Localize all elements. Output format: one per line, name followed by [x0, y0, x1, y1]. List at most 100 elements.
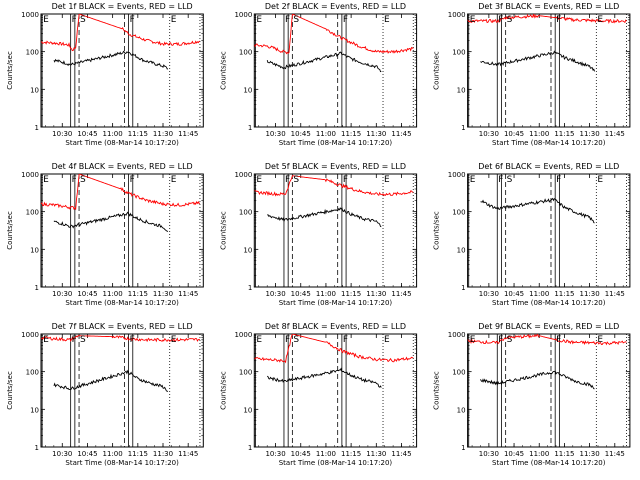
x-tick-label: 11:15: [554, 290, 574, 298]
y-tick-label: 1000: [448, 11, 466, 19]
y-tick-label: 100: [239, 49, 252, 57]
time-marker-label: S: [293, 15, 299, 25]
plot-area: [254, 14, 414, 127]
y-tick-label: 10: [30, 406, 39, 414]
x-tick-label: 10:30: [265, 290, 285, 298]
lld-rate-line: [254, 14, 414, 55]
x-tick-label: 10:30: [265, 450, 285, 458]
y-tick-label: 1000: [21, 11, 39, 19]
time-marker-label: F: [130, 15, 135, 25]
event-rate-line: [53, 50, 169, 70]
y-tick-label: 10: [243, 86, 252, 94]
time-marker-label: E: [43, 15, 49, 25]
y-tick-label: 1: [461, 444, 465, 452]
event-rate-line: [266, 206, 382, 228]
y-tick-label: 100: [452, 369, 465, 377]
panel-8: Det 8f BLACK = Events, RED = LLD 1 10 100 10…: [219, 322, 418, 467]
time-marker-label: E: [384, 175, 390, 185]
y-tick-label: 10: [457, 86, 466, 94]
plot-frame: [40, 173, 204, 288]
x-tick-label: 11:30: [153, 450, 173, 458]
y-tick-label: 1: [461, 124, 465, 132]
x-tick-label: 11:30: [366, 290, 386, 298]
event-rate-line: [53, 369, 169, 392]
y-tick-label: 100: [239, 369, 252, 377]
y-tick-label: 1: [35, 444, 39, 452]
y-tick-label: 100: [26, 49, 39, 57]
panel-2: Det 2f BLACK = Events, RED = LLD 1 10 100 10…: [219, 2, 418, 147]
time-marker-label: E: [384, 335, 390, 345]
y-tick-label: 1000: [448, 331, 466, 339]
y-axis-label: Counts/sec: [219, 51, 227, 90]
y-axis-label: Counts/sec: [6, 371, 14, 410]
panel-3: Det 3f BLACK = Events, RED = LLD 1 10 100 10…: [433, 2, 631, 147]
x-tick-label: 10:30: [52, 290, 72, 298]
x-axis-label: Start Time (08-Mar-14 10:17:20): [279, 299, 393, 307]
y-tick-label: 1000: [234, 11, 252, 19]
event-rate-line: [480, 370, 595, 390]
time-marker-label: S: [293, 335, 299, 345]
panel-1: Det 1f BLACK = Events, RED = LLD 1 10 100 10…: [6, 2, 204, 147]
y-axis-label: Counts/sec: [433, 51, 441, 90]
y-axis-label: Counts/sec: [6, 51, 14, 90]
y-tick-label: 10: [243, 406, 252, 414]
x-tick-label: 11:00: [316, 450, 336, 458]
panel-title: Det 1f BLACK = Events, RED = LLD: [52, 2, 193, 11]
x-tick-label: 11:45: [605, 290, 625, 298]
plot-area: [41, 174, 201, 287]
time-marker-label: E: [171, 335, 177, 345]
x-tick-label: 11:15: [128, 290, 148, 298]
time-marker-label: F: [130, 335, 135, 345]
x-tick-label: 11:00: [529, 290, 549, 298]
time-marker-label: S: [80, 15, 86, 25]
time-marker-label: E: [470, 175, 476, 185]
y-tick-label: 1000: [21, 331, 39, 339]
time-marker-label: E: [171, 15, 177, 25]
y-tick-label: 1000: [234, 331, 252, 339]
plot-frame: [253, 333, 418, 448]
x-axis-label: Start Time (08-Mar-14 10:17:20): [279, 139, 393, 147]
x-axis-label: Start Time (08-Mar-14 10:17:20): [65, 459, 179, 467]
x-tick-label: 10:30: [52, 450, 72, 458]
x-tick-label: 11:15: [341, 450, 361, 458]
x-tick-label: 10:45: [77, 290, 97, 298]
panel-5: Det 5f BLACK = Events, RED = LLD 1 10 100 10…: [219, 162, 418, 307]
x-tick-label: 10:45: [291, 130, 311, 138]
plot-area: [468, 174, 627, 287]
panel-4: Det 4f BLACK = Events, RED = LLD 1 10 100 10…: [6, 162, 204, 307]
x-axis-label: Start Time (08-Mar-14 10:17:20): [65, 139, 179, 147]
x-tick-label: 10:30: [479, 290, 499, 298]
time-marker-label: S: [507, 15, 513, 25]
panel-9: Det 9f BLACK = Events, RED = LLD 1 10 100 10…: [433, 322, 631, 467]
time-marker-label: E: [597, 15, 603, 25]
y-axis-label: Counts/sec: [433, 371, 441, 410]
plot-area: [254, 174, 414, 287]
x-tick-label: 11:15: [341, 130, 361, 138]
x-tick-label: 11:15: [128, 130, 148, 138]
panel-title: Det 7f BLACK = Events, RED = LLD: [52, 322, 193, 331]
event-rate-line: [480, 197, 595, 224]
panel-title: Det 3f BLACK = Events, RED = LLD: [478, 2, 619, 11]
plot-area: [41, 334, 201, 447]
time-marker-label: F: [556, 335, 561, 345]
time-marker-label: F: [343, 15, 348, 25]
time-marker-label: E: [256, 335, 262, 345]
time-marker-label: E: [171, 175, 177, 185]
time-marker-label: F: [285, 335, 290, 345]
x-tick-label: 10:45: [291, 450, 311, 458]
y-tick-label: 1: [248, 284, 252, 292]
x-tick-label: 11:00: [103, 290, 123, 298]
x-axis-label: Start Time (08-Mar-14 10:17:20): [492, 459, 606, 467]
y-tick-label: 10: [30, 246, 39, 254]
y-tick-label: 10: [457, 246, 466, 254]
x-tick-label: 10:30: [52, 130, 72, 138]
y-tick-label: 1: [35, 124, 39, 132]
panel-title: Det 2f BLACK = Events, RED = LLD: [265, 2, 406, 11]
x-tick-label: 10:45: [77, 130, 97, 138]
plot-frame: [40, 333, 204, 448]
time-marker-label: F: [556, 175, 561, 185]
time-marker-label: F: [498, 175, 503, 185]
time-marker-label: S: [80, 175, 86, 185]
x-tick-label: 10:45: [291, 290, 311, 298]
x-tick-label: 11:45: [605, 450, 625, 458]
